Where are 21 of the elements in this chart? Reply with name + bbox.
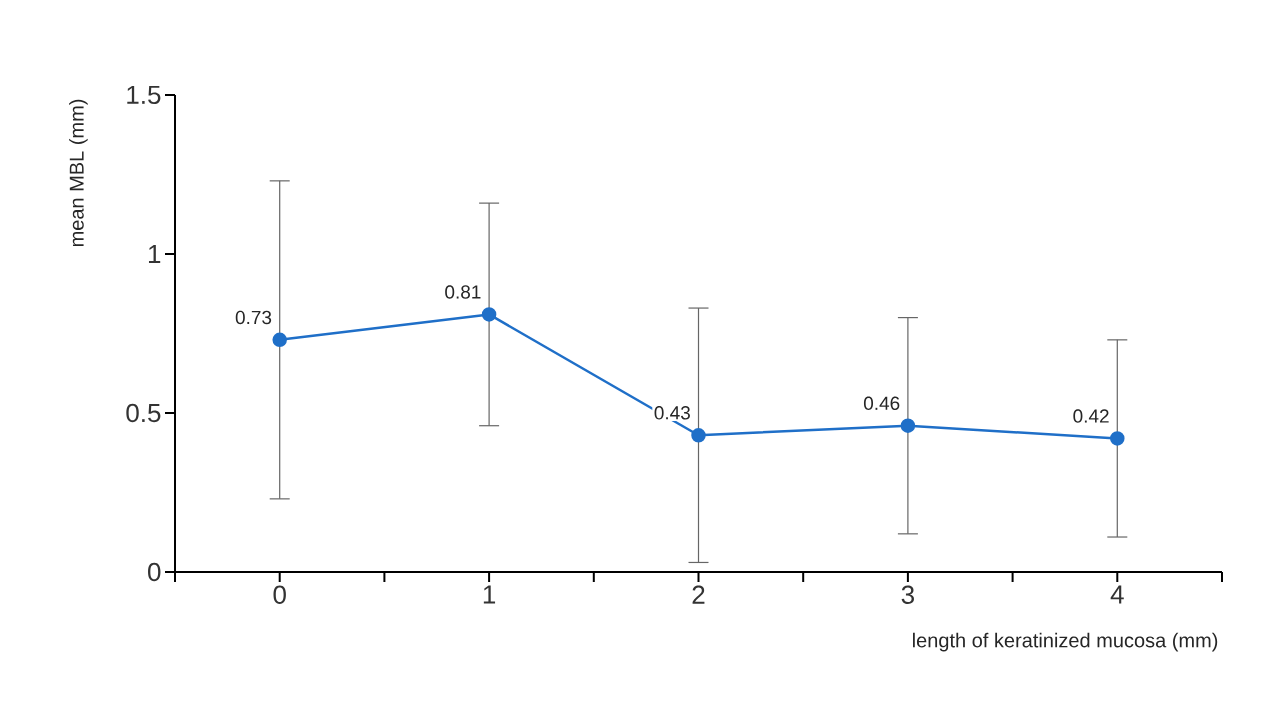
y-tick-label: 0.5 [126, 403, 161, 423]
y-tick-label: 1.5 [127, 85, 161, 105]
point [1110, 431, 1125, 446]
point [481, 307, 497, 322]
x-tick-label: 4 [1110, 585, 1124, 604]
x-tick-label: 3 [901, 585, 914, 604]
x-tick-label: 2 [692, 585, 705, 604]
data-label: 0.73 [235, 310, 272, 325]
data-label: 0.43 [654, 406, 690, 420]
data-label: 0.81 [445, 285, 481, 299]
data-label: 0.42 [1073, 409, 1109, 423]
y-tick-label: 0 [148, 562, 161, 582]
x-tick-label: 0 [273, 585, 286, 604]
point [691, 428, 706, 443]
y-tick-label: 1 [148, 245, 161, 263]
x-axis-title: length of keratinized mucosa (mm) [913, 632, 1218, 652]
x-tick-label: 1 [483, 585, 496, 604]
point [900, 418, 916, 433]
point [272, 332, 287, 348]
y-axis-title: mean MBL (mm) [69, 99, 88, 247]
data-label: 0.46 [863, 396, 900, 411]
